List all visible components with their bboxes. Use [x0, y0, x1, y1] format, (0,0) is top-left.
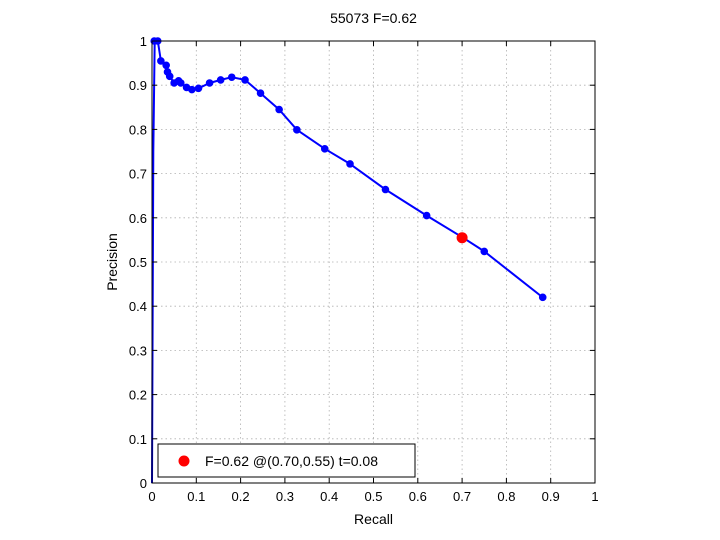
y-tick-label: 0.6	[129, 211, 147, 226]
x-tick-label: 0	[148, 489, 155, 504]
legend-marker	[178, 455, 190, 467]
x-tick-label: 0.6	[409, 489, 427, 504]
series-marker	[165, 72, 174, 81]
series-marker	[538, 293, 547, 302]
series-marker	[157, 57, 165, 65]
ticks: 0 0.1 0.2 0.3 0.4 0.5 0.6 0.7 0.8 0.9 1 0 0.1 0.2 0.3 0…	[129, 34, 599, 504]
x-tick-label: 1	[591, 489, 598, 504]
best-f-point	[456, 232, 468, 244]
y-tick-label: 0.4	[129, 299, 147, 314]
y-tick-label: 0.1	[129, 432, 147, 447]
y-tick-label: 0	[140, 476, 147, 491]
y-tick-label: 0.9	[129, 78, 147, 93]
y-tick-label: 0.5	[129, 255, 147, 270]
series-marker	[188, 85, 196, 94]
x-tick-label: 0.4	[320, 489, 338, 504]
legend: F=0.62 @(0.70,0.55) t=0.08	[157, 443, 416, 478]
series-marker	[216, 76, 225, 84]
y-tick-label: 0.8	[129, 122, 147, 137]
legend-box	[157, 443, 416, 478]
series-marker	[176, 79, 185, 87]
y-tick-label: 0.7	[129, 167, 147, 182]
x-tick-label: 0.5	[364, 489, 382, 504]
x-tick-label: 0.8	[497, 489, 515, 504]
legend-text: F=0.62 @(0.70,0.55) t=0.08	[205, 453, 378, 469]
x-axis-title: Recall	[354, 511, 393, 527]
y-tick-label: 0.2	[129, 388, 147, 403]
x-tick-label: 0.1	[187, 489, 205, 504]
chart-title: 55073 F=0.62	[330, 10, 417, 26]
x-tick-label: 0.2	[232, 489, 250, 504]
series-marker	[241, 76, 249, 84]
series-marker	[381, 185, 390, 194]
series-marker	[162, 61, 170, 70]
series-marker	[205, 79, 214, 87]
y-tick-label: 1	[140, 34, 147, 49]
series-marker	[422, 211, 431, 220]
series-marker	[346, 160, 354, 168]
y-tick-label: 0.3	[129, 343, 147, 358]
series-marker	[256, 89, 265, 97]
axes-box	[151, 40, 596, 484]
series-marker	[480, 247, 489, 256]
series-marker	[293, 126, 301, 134]
x-tick-label: 0.3	[276, 489, 294, 504]
series-marker	[275, 105, 283, 114]
series-marker	[227, 73, 236, 82]
y-axis-title: Precision	[104, 233, 120, 291]
grid	[152, 41, 595, 483]
x-tick-label: 0.7	[453, 489, 471, 504]
series-marker	[320, 145, 329, 153]
x-tick-label: 0.9	[542, 489, 560, 504]
series-marker	[194, 84, 203, 93]
